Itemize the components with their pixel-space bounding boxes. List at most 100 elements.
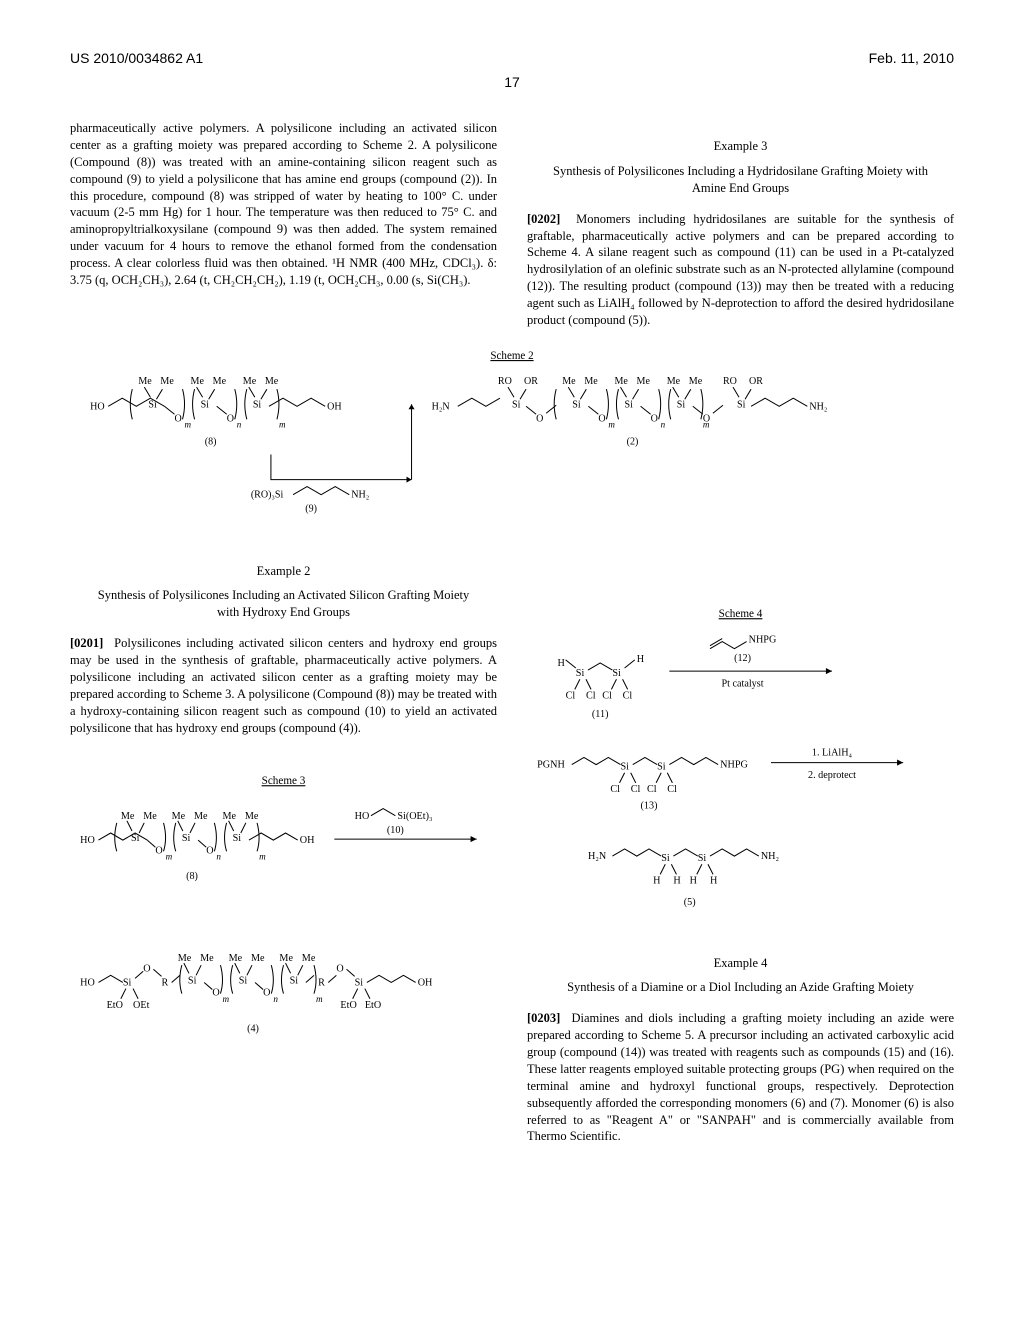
h2n-label: H₂N <box>432 401 451 412</box>
scheme-4-svg: Scheme 4 H Si Cl Cl Si Cl Cl H (11) <box>527 605 954 920</box>
me-label-10: Me <box>637 376 651 387</box>
deprotect-text: 2. deprotect <box>808 769 856 780</box>
ho-label-2: HO <box>80 836 95 847</box>
si-13-2: Si <box>657 761 666 772</box>
h-11-1: H <box>558 658 566 669</box>
cl-11-2: Cl <box>586 690 596 701</box>
si-label: Si <box>148 399 157 410</box>
sub-m-2: m <box>279 419 286 429</box>
si-5-2: Si <box>698 853 707 864</box>
or-label-2: OR <box>749 376 763 387</box>
sub-m-s3-2: m <box>259 852 266 862</box>
cl-13-1: Cl <box>610 784 620 795</box>
para-0201-text: Polysilicones including activated silico… <box>70 636 497 734</box>
si-label-2: Si <box>201 399 210 410</box>
page-number: 17 <box>70 74 954 90</box>
para-num-0202: [0202] <box>527 212 560 226</box>
me-label-4: Me <box>213 376 227 387</box>
scheme-2-svg: Scheme 2 HO Me Si Me O m Me Si Me O <box>70 349 954 520</box>
o-s3-2: O <box>206 846 213 857</box>
ho-reagent: HO <box>355 811 370 822</box>
me-label-8: Me <box>584 376 598 387</box>
para-0202-text: Monomers including hydridosilanes are su… <box>527 212 954 327</box>
me-s3-2: Me <box>143 811 157 822</box>
h-5-1: H <box>653 875 661 886</box>
si-s3-2: Si <box>182 834 191 845</box>
o-label-2: O <box>227 413 234 424</box>
me-c4-5: Me <box>279 953 293 964</box>
cl-13-4: Cl <box>667 784 677 795</box>
si-oet3: Si(OEt)₃ <box>397 811 433 822</box>
me-c4-2: Me <box>200 953 214 964</box>
compound-2: (2) <box>627 436 639 447</box>
sub-n: n <box>237 419 242 429</box>
upper-columns: pharmaceutically active polymers. A poly… <box>70 120 954 339</box>
n-c4-1: n <box>273 994 278 1004</box>
compound-11: (11) <box>592 708 609 719</box>
compound-8: (8) <box>205 436 217 447</box>
ro-label: RO <box>498 376 512 387</box>
cl-11-3: Cl <box>602 690 612 701</box>
cl-13-2: Cl <box>631 784 641 795</box>
si-c4-1: Si <box>188 976 197 987</box>
pt-catalyst: Pt catalyst <box>722 678 764 689</box>
left-column-upper: pharmaceutically active polymers. A poly… <box>70 120 497 339</box>
scheme-2: Scheme 2 HO Me Si Me O m Me Si Me O <box>70 349 954 525</box>
oh-label-2: OH <box>300 836 315 847</box>
nh2-5: NH₂ <box>761 851 779 862</box>
example-3-subtitle: Synthesis of Polysilicones Including a H… <box>527 163 954 197</box>
lialh4-text: 1. LiAlH₄ <box>812 747 853 758</box>
si-c4-2: Si <box>239 976 248 987</box>
si-label-3: Si <box>253 399 262 410</box>
left-column-lower: Example 2 Synthesis of Polysilicones Inc… <box>70 545 497 1156</box>
si-c4-3: Si <box>290 976 299 987</box>
me-c4-6: Me <box>302 953 316 964</box>
patent-header: US 2010/0034862 A1 Feb. 11, 2010 <box>70 50 954 66</box>
reagent-9-left: (RO)₃Si <box>251 489 284 500</box>
lower-columns: Example 2 Synthesis of Polysilicones Inc… <box>70 545 954 1156</box>
o-c4-3: O <box>263 988 270 999</box>
cl-11-1: Cl <box>566 690 576 701</box>
oh-label-3: OH <box>418 978 433 989</box>
h-11-2: H <box>637 653 645 664</box>
si-label-4: Si <box>512 399 521 410</box>
cl-13-3: Cl <box>647 784 657 795</box>
compound-12: (12) <box>734 652 751 663</box>
pgnh-13: PGNH <box>537 759 565 770</box>
o-label-4: O <box>598 413 605 424</box>
eto-2: EtO <box>340 1000 356 1011</box>
me-s3-3: Me <box>172 811 186 822</box>
example-4-subtitle: Synthesis of a Diamine or a Diol Includi… <box>527 979 954 996</box>
scheme-2-label: Scheme 2 <box>490 350 533 362</box>
patent-number: US 2010/0034862 A1 <box>70 50 203 66</box>
me-label: Me <box>138 376 152 387</box>
si-s3-c4-1: Si <box>123 978 132 989</box>
scheme-3-label: Scheme 3 <box>262 776 306 788</box>
eto-3: EtO <box>365 1000 381 1011</box>
example-4-title: Example 4 <box>527 955 954 972</box>
nhpg-13: NHPG <box>720 759 748 770</box>
me-c4-3: Me <box>229 953 243 964</box>
paragraph-201-continuation: pharmaceutically active polymers. A poly… <box>70 120 497 289</box>
right-column-upper: Example 3 Synthesis of Polysilicones Inc… <box>527 120 954 339</box>
eto-1: EtO <box>107 1000 123 1011</box>
me-c4-1: Me <box>178 953 192 964</box>
m-c4-1: m <box>223 994 230 1004</box>
paragraph-0203: [0203] Diamines and diols including a gr… <box>527 1010 954 1145</box>
o-c4-2: O <box>212 988 219 999</box>
compound-9: (9) <box>305 503 317 514</box>
me-label-6: Me <box>265 376 279 387</box>
para-0203-text: Diamines and diols including a grafting … <box>527 1011 954 1143</box>
ho-label: HO <box>90 401 104 412</box>
si-label-6: Si <box>625 399 634 410</box>
me-c4-4: Me <box>251 953 265 964</box>
si-c4-4: Si <box>355 978 364 989</box>
right-column-lower: Scheme 4 H Si Cl Cl Si Cl Cl H (11) <box>527 545 954 1156</box>
me-s3-6: Me <box>245 811 259 822</box>
or-label: OR <box>524 376 538 387</box>
h-5-4: H <box>710 875 718 886</box>
me-label-5: Me <box>243 376 257 387</box>
ho-label-3: HO <box>80 978 95 989</box>
si-s3-1: Si <box>131 834 140 845</box>
si-label-5: Si <box>572 399 581 410</box>
